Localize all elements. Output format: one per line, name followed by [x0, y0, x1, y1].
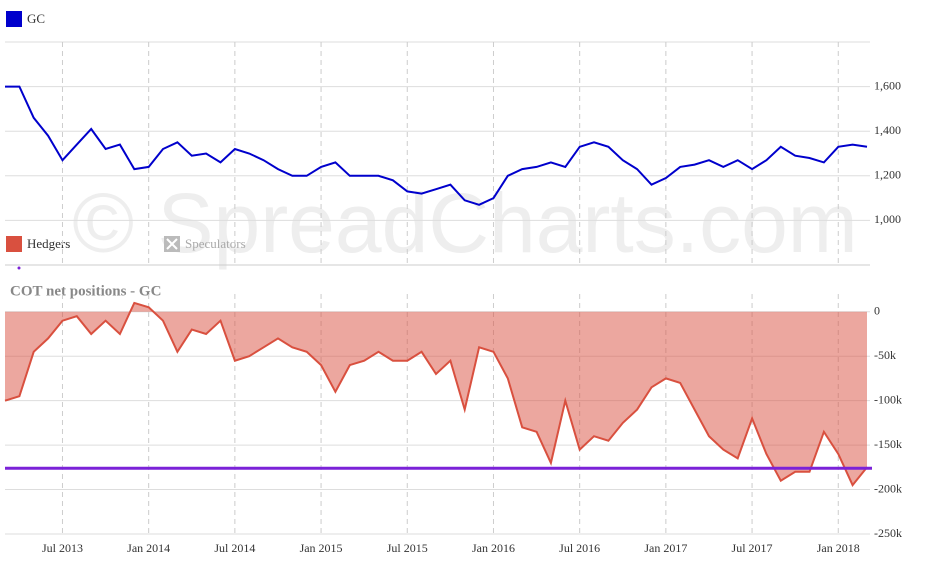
y-tick-label: -200k [874, 481, 902, 495]
x-tick-label: Jul 2013 [42, 541, 83, 555]
y-tick-label: -250k [874, 526, 902, 540]
y-tick-label: 1,200 [874, 168, 901, 182]
legend-label[interactable]: Hedgers [27, 236, 70, 251]
legend-swatch[interactable] [6, 236, 22, 252]
watermark: © SpreadCharts.com [72, 176, 858, 270]
legend-label[interactable]: Speculators [185, 236, 246, 251]
line-series [5, 85, 868, 206]
y-tick-label: 1,000 [874, 212, 901, 226]
x-tick-label: Jan 2015 [300, 541, 343, 555]
y-tick-label: -50k [874, 348, 896, 362]
legend-hidden-icon[interactable] [164, 236, 180, 252]
legend-swatch[interactable] [6, 11, 22, 27]
y-tick-label: 1,400 [874, 123, 901, 137]
x-tick-label: Jul 2015 [387, 541, 428, 555]
area-line [4, 301, 868, 487]
x-tick-label: Jul 2016 [559, 541, 600, 555]
y-tick-label: 1,600 [874, 78, 901, 92]
y-tick-label: -150k [874, 437, 902, 451]
y-tick-label: 0 [874, 304, 880, 318]
marker-dot [17, 266, 21, 270]
x-tick-label: Jul 2014 [214, 541, 255, 555]
x-tick-label: Jan 2014 [127, 541, 170, 555]
x-tick-label: Jan 2017 [644, 541, 687, 555]
y-tick-label: -100k [874, 392, 902, 406]
x-tick-label: Jan 2016 [472, 541, 515, 555]
x-tick-label: Jul 2017 [732, 541, 773, 555]
panel-title: COT net positions - GC [10, 283, 161, 299]
x-tick-label: Jan 2018 [817, 541, 860, 555]
legend-label[interactable]: GC [27, 11, 45, 26]
area-fill [5, 302, 867, 486]
